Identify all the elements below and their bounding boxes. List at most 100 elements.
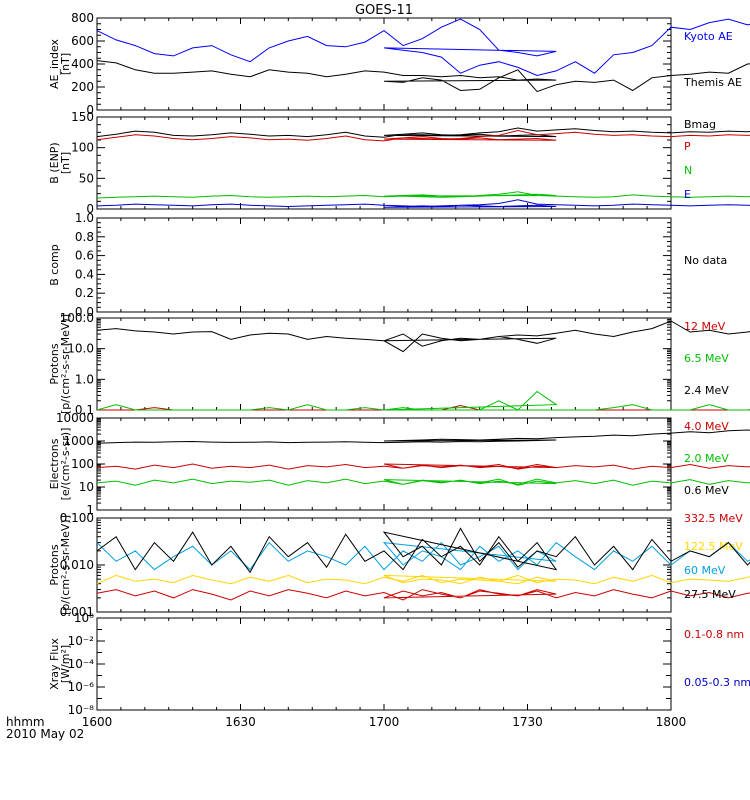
y-axis-label: AE_index[nT] — [48, 38, 72, 89]
legend-entry: 6.5 MeV — [684, 352, 729, 365]
legend-entry: E — [684, 188, 691, 201]
series-line-12-mev — [97, 404, 750, 411]
y-axis-label-line: [p/(cm²-s-sr-MeV)] — [59, 314, 72, 414]
legend-entry: 27.5 MeV — [684, 588, 736, 601]
y-axis-label-line: Electrons — [48, 438, 61, 489]
panel-5: 1 10 100 1000 10000 Electrons[e/(cm²-s-sr)] 4.… — [48, 411, 750, 517]
y-tick-label: 10⁻² — [68, 634, 95, 648]
panel-6: 0.001 0.010 0.100Protons[p/(cm²-s-sr-MeV)]… — [48, 511, 750, 619]
y-tick-label: 1.0 — [75, 372, 94, 386]
y-axis-label-line: [p/(cm²-s-sr-MeV)] — [59, 515, 72, 615]
y-tick-label: 0 — [86, 202, 94, 216]
y-tick-label: 150 — [71, 110, 94, 124]
series-line-bmag — [96, 127, 750, 138]
series-line-n — [96, 191, 750, 199]
y-tick-label: 0.0 — [75, 305, 94, 319]
y-axis-label: B (ENP)[nT] — [48, 142, 72, 183]
legend-entry: N — [684, 164, 692, 177]
y-tick-label: 10⁰ — [74, 611, 94, 625]
y-axis-label-line: [nT] — [59, 152, 72, 174]
panel-2: 0 50 100 150 B (ENP)[nT] Bmag PNE — [48, 110, 750, 216]
y-tick-label: 400 — [71, 57, 94, 71]
panel-frame — [96, 116, 672, 210]
series-line-4-0-mev — [96, 463, 750, 470]
figure-title: GOES-11 — [355, 3, 413, 18]
series-line-p — [96, 129, 750, 142]
y-axis-label: Protons[p/(cm²-s-sr-MeV)] — [48, 515, 72, 615]
y-axis-label: Electrons[e/(cm²-s-sr)] — [48, 428, 72, 501]
panel-frame — [96, 617, 672, 711]
series-line-0-6-mev — [96, 429, 750, 444]
x-tick-label: 1630 — [225, 715, 256, 729]
y-tick-label: 0.100 — [60, 511, 94, 525]
no-data-label: No data — [684, 254, 727, 267]
y-tick-label: 100 — [71, 141, 94, 155]
series-line-332-5-mev — [96, 589, 750, 601]
y-axis-label-line: [nT] — [59, 53, 72, 75]
legend-entry: 2.4 MeV — [684, 384, 729, 397]
legend-entry: 2.0 MeV — [684, 452, 729, 465]
series-line-6-5-mev — [96, 390, 750, 411]
y-tick-label: 10⁻⁶ — [68, 680, 95, 694]
y-tick-label: 10 — [79, 480, 94, 494]
series-line-e — [96, 199, 750, 208]
y-tick-label: 600 — [71, 34, 94, 48]
y-tick-label: 10⁻⁴ — [68, 657, 95, 671]
y-axis-label-line: B (ENP) — [48, 142, 61, 183]
x-tick-label: 1730 — [512, 715, 543, 729]
y-axis-label-line: B comp — [48, 244, 61, 286]
series-line-2-0-mev — [96, 478, 750, 486]
y-tick-label: 0.8 — [75, 230, 94, 244]
y-axis-label-line: [e/(cm²-s-sr)] — [59, 428, 72, 501]
y-tick-label: 0 — [86, 103, 94, 117]
series-line-122-5-mev — [96, 574, 750, 585]
series-line-2-4-mev — [96, 320, 750, 353]
panel-3: 0.0 0.2 0.4 0.6 0.8 1.0 B comp No data — [48, 211, 727, 319]
legend-entry: Bmag — [684, 118, 716, 131]
y-tick-label: 0.6 — [75, 249, 94, 263]
y-axis-label: B comp — [48, 244, 61, 286]
y-tick-label: 0.001 — [60, 605, 94, 619]
y-tick-label: 0.1 — [75, 403, 94, 417]
panel-4: 0.1 1.0 10.0 100.0 Protons[p/(cm²-s-sr-MeV)]… — [48, 311, 750, 417]
x-tick-label: 1600 — [82, 715, 113, 729]
series-line-60-mev — [96, 541, 750, 571]
y-tick-label: 100 — [71, 457, 94, 471]
y-tick-label: 100.0 — [60, 311, 94, 325]
y-tick-label: 1.0 — [75, 211, 94, 225]
legend-entry: 0.05-0.3 nm — [684, 676, 750, 689]
y-tick-label: 10000 — [56, 411, 94, 425]
legend-entry: P — [684, 140, 691, 153]
y-axis-label: Xray Flux[W/m²] — [48, 638, 72, 690]
y-axis-label-line: [W/m²] — [59, 645, 72, 683]
legend-entry: 122.5 MeV — [684, 540, 743, 553]
panel-frame — [96, 217, 672, 313]
x-axis-date: 2010 May 02 — [6, 727, 84, 741]
series-line-kyoto-ae — [96, 18, 750, 77]
y-tick-label: 1000 — [63, 434, 94, 448]
y-tick-label: 1 — [86, 503, 94, 517]
y-tick-label: 10.0 — [67, 342, 94, 356]
legend-entry: 4.0 MeV — [684, 420, 729, 433]
panel-1: 0 200 400 600 800 AE_index[nT] Kyoto AE Themis … — [48, 11, 750, 117]
legend-entry: 60 MeV — [684, 564, 726, 577]
legend-entry: 0.1-0.8 nm — [684, 628, 744, 641]
y-tick-label: 0.2 — [75, 286, 94, 300]
y-tick-label: 0.4 — [75, 267, 94, 281]
legend-entry: 332.5 MeV — [684, 512, 743, 525]
y-tick-label: 200 — [71, 80, 94, 94]
y-tick-label: 0.010 — [60, 558, 94, 572]
legend-entry: Kyoto AE — [684, 30, 733, 43]
y-tick-label: 10⁻⁸ — [68, 703, 95, 717]
y-tick-label: 800 — [71, 11, 94, 25]
x-tick-label: 1700 — [369, 715, 400, 729]
legend-entry: 12 MeV — [684, 320, 726, 333]
legend-entry: Themis AE — [683, 76, 742, 89]
x-axis-label: hhmm — [6, 715, 45, 729]
series-line-27-5-mev — [96, 527, 750, 574]
panels: 0 200 400 600 800 AE_index[nT] Kyoto AE Themis … — [48, 11, 750, 717]
y-axis-label-line: Protons — [48, 343, 61, 384]
